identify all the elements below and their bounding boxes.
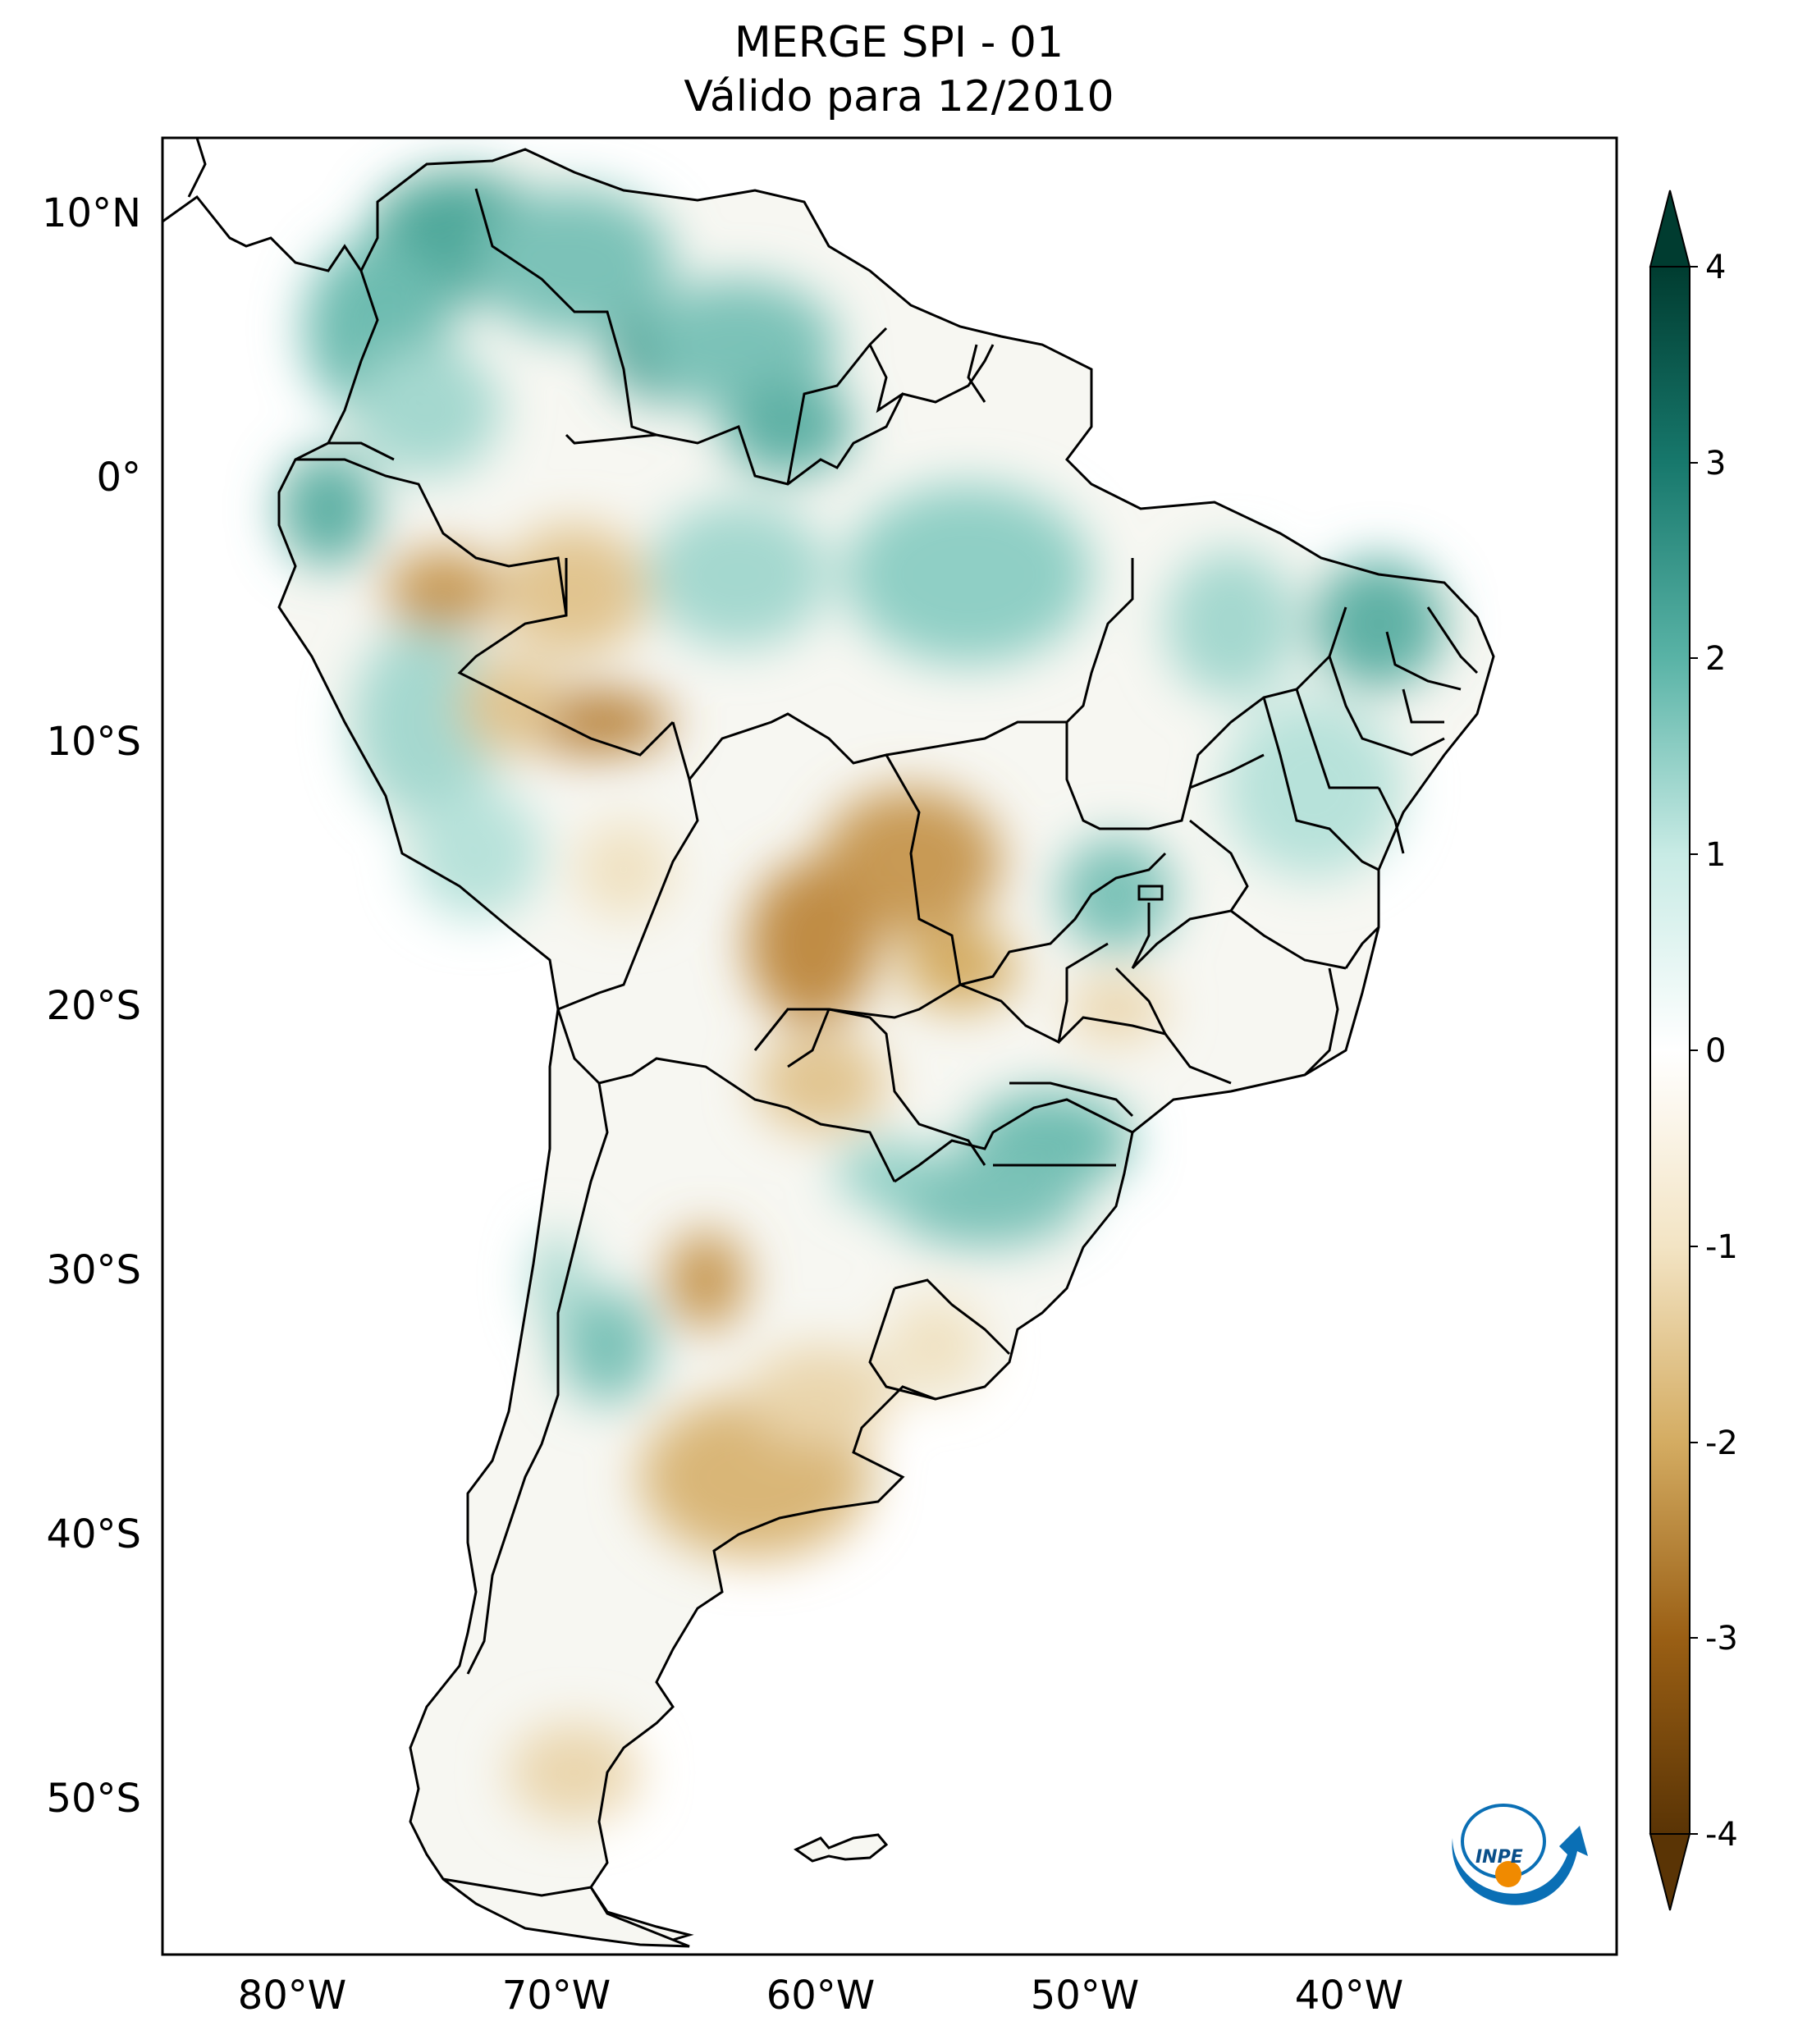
lat-tick-label: 10°N [42,190,141,236]
spi-field [279,172,1444,1822]
lat-tick-label: 10°S [46,719,141,765]
lat-tick-label: 30°S [46,1247,141,1293]
colorbar-gradient [1649,266,1690,1835]
map-border [161,136,1618,1956]
lat-tick-label: 40°S [46,1511,141,1557]
colorbar-tick-label: 3 [1705,445,1726,482]
lat-axis: 10°N 0° 10°S 20°S 30°S 40°S 50°S [42,190,141,1822]
colorbar-extend-top [1649,190,1691,268]
inpe-logo: INPE [1452,1804,1588,1905]
colorbar-tick-label: -4 [1705,1816,1738,1854]
lon-tick-label: 80°W [238,1973,347,2019]
map-subtitle: Válido para 12/2010 [684,72,1114,121]
colorbar-extend-bottom [1649,1833,1691,1911]
lon-tick-label: 60°W [766,1973,876,2019]
lon-tick-label: 50°W [1031,1973,1140,2019]
colorbar: 4 3 2 1 0 -1 -2 -3 -4 [1649,190,1738,1911]
colorbar-tick-label: 1 [1705,836,1726,874]
logo-text: INPE [1475,1847,1523,1868]
lon-axis: 80°W 70°W 60°W 50°W 40°W [238,1973,1404,2019]
lon-tick-label: 40°W [1295,1973,1404,2019]
lon-tick-label: 70°W [502,1973,611,2019]
colorbar-tick-label: -1 [1705,1228,1738,1266]
map-title: MERGE SPI - 01 [734,18,1064,67]
colorbar-tick-label: 2 [1705,640,1726,678]
map-content [162,138,1495,1948]
lat-tick-label: 20°S [46,983,141,1029]
colorbar-tick-label: 0 [1705,1032,1726,1070]
borders [162,138,1495,1948]
lat-tick-label: 0° [96,455,141,501]
colorbar-tick-label: -3 [1705,1620,1738,1658]
colorbar-tick-label: -2 [1705,1424,1738,1462]
lat-tick-label: 50°S [46,1776,141,1822]
colorbar-tick-label: 4 [1705,249,1726,286]
